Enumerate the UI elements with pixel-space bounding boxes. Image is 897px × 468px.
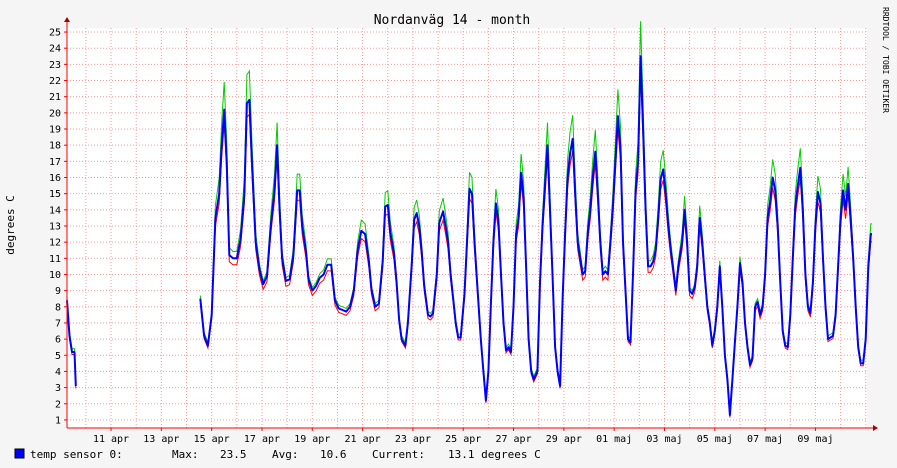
y-tick-label: 11 <box>49 254 61 265</box>
x-tick-label: 11 apr <box>93 434 129 445</box>
y-tick-label: 13 <box>49 221 61 232</box>
x-tick-label: 13 apr <box>143 434 179 445</box>
legend: temp sensor 0: Max: 23.5 Avg: 10.6 Curre… <box>14 448 541 461</box>
y-tick-label: 19 <box>49 125 61 136</box>
y-tick-label: 7 <box>55 318 61 329</box>
legend-current-label: Current: <box>372 448 425 461</box>
axes: 1234567891011121314151617181920212223242… <box>49 17 878 445</box>
legend-max-value: 23.5 <box>220 448 247 461</box>
x-tick-label: 25 apr <box>445 434 481 445</box>
x-tick-label: 19 apr <box>294 434 330 445</box>
x-tick-label: 03 maj <box>646 434 682 445</box>
x-tick-label: 21 apr <box>345 434 381 445</box>
avg-series-line <box>199 55 872 417</box>
watermark: RRDTOOL / TOBI OETIKER <box>881 7 890 113</box>
y-tick-label: 15 <box>49 189 61 200</box>
legend-avg-label: Avg: <box>272 448 299 461</box>
x-tick-label: 01 maj <box>596 434 632 445</box>
x-tick-label: 15 apr <box>194 434 230 445</box>
y-tick-label: 9 <box>55 286 61 297</box>
y-tick-label: 8 <box>55 302 61 313</box>
y-tick-label: 4 <box>55 367 61 378</box>
y-tick-label: 6 <box>55 335 61 346</box>
y-tick-label: 12 <box>49 238 61 249</box>
y-tick-label: 23 <box>49 60 61 71</box>
series-layer <box>66 21 872 418</box>
y-axis-arrow <box>64 17 70 22</box>
x-tick-label: 07 maj <box>747 434 783 445</box>
x-tick-label: 29 apr <box>546 434 582 445</box>
y-axis-label: degrees C <box>4 195 17 255</box>
y-tick-label: 16 <box>49 173 61 184</box>
y-tick-label: 22 <box>49 76 61 87</box>
y-tick-label: 2 <box>55 399 61 410</box>
x-tick-label: 05 maj <box>697 434 733 445</box>
chart-title: Nordanväg 14 - month <box>374 13 531 28</box>
legend-avg-value: 10.6 <box>320 448 347 461</box>
y-tick-label: 1 <box>55 415 61 426</box>
x-tick-label: 23 apr <box>395 434 431 445</box>
legend-label: temp sensor 0: <box>30 448 123 461</box>
x-tick-label: 09 maj <box>797 434 833 445</box>
x-axis-arrow <box>873 425 878 431</box>
y-tick-label: 10 <box>49 270 61 281</box>
y-tick-label: 20 <box>49 108 61 119</box>
legend-swatch <box>14 448 25 459</box>
y-tick-label: 14 <box>49 205 61 216</box>
y-tick-label: 25 <box>49 28 61 39</box>
y-tick-label: 5 <box>55 351 61 362</box>
y-tick-label: 24 <box>49 44 61 55</box>
x-tick-label: 27 apr <box>495 434 531 445</box>
y-tick-label: 17 <box>49 157 61 168</box>
avg-series-line <box>66 300 77 387</box>
legend-max-label: Max: <box>172 448 199 461</box>
y-tick-label: 3 <box>55 383 61 394</box>
x-tick-label: 17 apr <box>244 434 280 445</box>
y-tick-label: 21 <box>49 92 61 103</box>
legend-current-value: 13.1 degrees C <box>448 448 541 461</box>
y-tick-label: 18 <box>49 141 61 152</box>
